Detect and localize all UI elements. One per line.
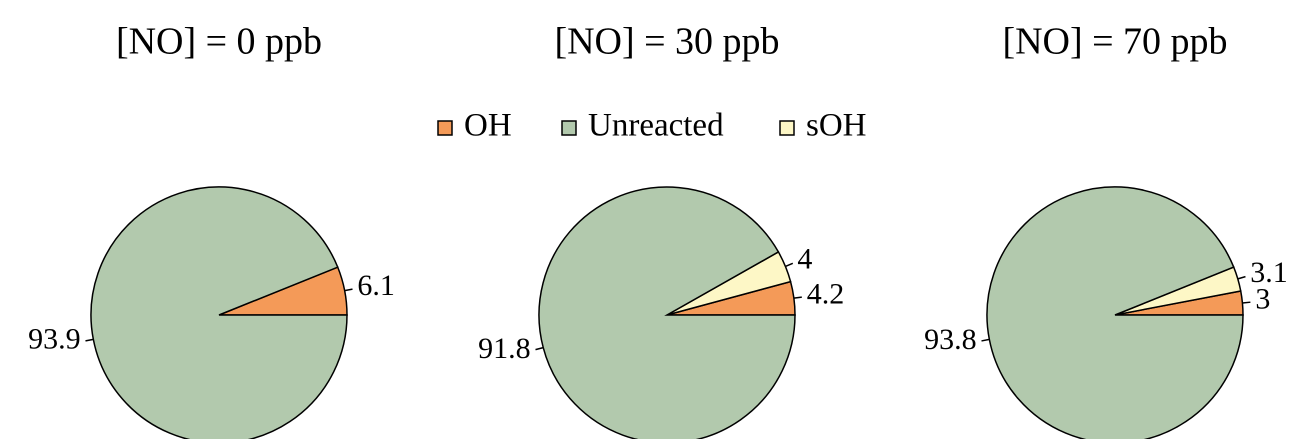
legend-label: sOH — [806, 108, 867, 144]
pie-slice — [986, 186, 1244, 439]
legend-swatch — [779, 120, 795, 136]
pie-slice — [538, 186, 796, 439]
legend-swatch — [437, 120, 453, 136]
label-tick — [1242, 301, 1251, 304]
label-tick — [793, 296, 802, 299]
legend-swatch — [561, 120, 577, 136]
data-label: 4 — [797, 242, 812, 275]
label-tick — [85, 338, 94, 342]
data-label: 6.1 — [357, 269, 395, 302]
label-tick — [981, 338, 990, 342]
data-label: 4.2 — [807, 277, 845, 310]
data-label: 93.8 — [924, 323, 977, 356]
pie-title: [NO] = 70 ppb — [1002, 21, 1227, 63]
data-label: 3 — [1255, 283, 1270, 316]
legend-label: OH — [464, 108, 512, 144]
pie-slice — [90, 186, 348, 439]
label-tick — [1237, 275, 1246, 280]
label-tick — [785, 262, 794, 268]
label-tick — [344, 288, 353, 292]
data-label: 91.8 — [478, 332, 531, 365]
data-label: 93.9 — [28, 323, 81, 356]
legend-label: Unreacted — [588, 108, 724, 144]
data-label: 3.1 — [1250, 256, 1288, 289]
pie-title: [NO] = 30 ppb — [554, 21, 779, 63]
pie-title: [NO] = 0 ppb — [116, 21, 322, 63]
label-tick — [535, 346, 544, 351]
